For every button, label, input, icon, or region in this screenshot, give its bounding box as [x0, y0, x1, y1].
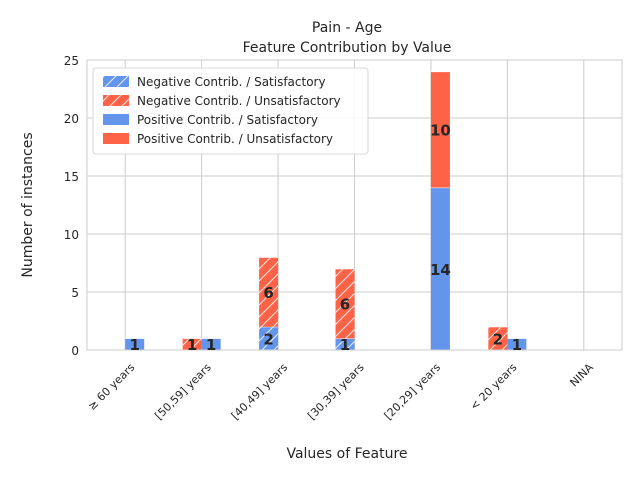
x-tick-label: [30,39] years [305, 361, 367, 423]
bar-value-label: 6 [340, 296, 350, 314]
bar-value-label: 2 [263, 330, 273, 348]
x-tick-label: [40,49] years [229, 361, 291, 423]
x-tick-label: [20,29] years [382, 361, 444, 423]
y-axis-label: Number of instances [20, 132, 36, 277]
legend-entry: Negative Contrib. / Satisfactory [137, 75, 326, 89]
bar-value-label: 1 [206, 336, 216, 354]
x-tick-label: NINA [567, 361, 596, 390]
legend-entry: Negative Contrib. / Unsatisfactory [137, 94, 341, 108]
y-tick-label: 20 [64, 112, 79, 126]
bar-value-label: 1 [187, 336, 197, 354]
bar-hatch [259, 326, 279, 350]
bars [125, 71, 527, 350]
bar-hatch [335, 268, 355, 339]
bar-value-label: 14 [430, 261, 451, 279]
y-tick-label: 5 [71, 286, 79, 300]
bar-hatch [182, 338, 202, 350]
legend-swatch [103, 133, 129, 144]
bar-value-label: 6 [263, 284, 273, 302]
legend-swatch [103, 114, 129, 125]
y-tick-label: 0 [71, 344, 79, 358]
bar [430, 71, 450, 188]
x-axis-label: Values of Feature [286, 446, 407, 462]
chart-subtitle: Feature Contribution by Value [243, 40, 452, 56]
x-tick-label: ≥ 60 years [85, 361, 137, 413]
y-tick-label: 10 [64, 228, 79, 242]
bar-value-label: 2 [493, 330, 503, 348]
bar-hatch [335, 338, 355, 350]
y-tick-label: 25 [64, 54, 79, 68]
x-tick-label: < 20 years [468, 361, 520, 413]
bar-value-label: 10 [430, 122, 451, 140]
bar-hatch [259, 257, 279, 327]
legend-frame [92, 67, 369, 155]
bar-value-label: 1 [512, 336, 522, 354]
bar-value-label: 1 [129, 336, 139, 354]
chart-title: Pain - Age [312, 20, 382, 36]
bar [125, 338, 145, 350]
bar-value-label: 1 [340, 336, 350, 354]
bar-hatch [488, 326, 508, 350]
legend-swatch-hatch [103, 76, 129, 87]
y-tick-label: 15 [64, 170, 79, 184]
legend-entry: Positive Contrib. / Unsatisfactory [137, 132, 333, 146]
bar [201, 338, 221, 350]
plot-frame [86, 59, 623, 351]
legend-swatch-hatch [103, 95, 129, 106]
legend-entry: Positive Contrib. / Satisfactory [137, 113, 318, 127]
x-tick-labels: ≥ 60 years [50,59] years [40,49] years [30,… [85, 361, 596, 423]
y-tick-labels: 0 5 10 15 20 25 [64, 54, 79, 358]
bar [430, 187, 450, 350]
bar [507, 338, 527, 350]
x-tick-label: [50,59] years [152, 361, 214, 423]
legend: Negative Contrib. / Satisfactory Negative… [92, 67, 369, 155]
